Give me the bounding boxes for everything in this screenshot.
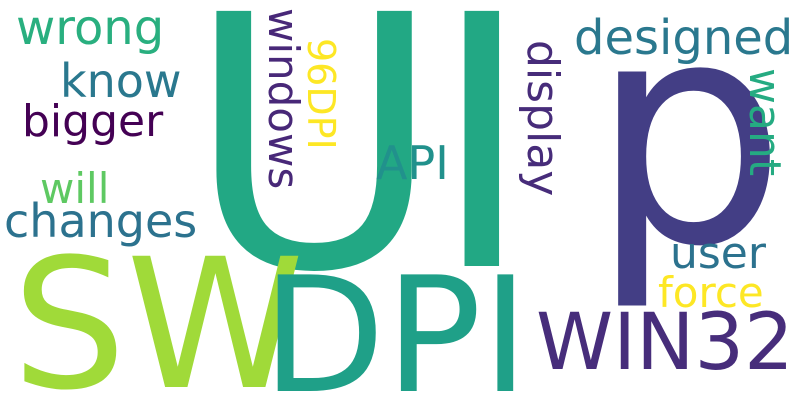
word-changes: changes bbox=[4, 194, 198, 248]
word-want: want bbox=[739, 68, 790, 177]
word-windows: windows bbox=[259, 8, 308, 190]
word-sw: SW bbox=[12, 221, 305, 400]
word-win32: WIN32 bbox=[536, 298, 794, 388]
word-ui: UI bbox=[186, 0, 533, 349]
word-will: will bbox=[40, 164, 110, 213]
word-wrong: wrong bbox=[16, 0, 165, 56]
word-user: user bbox=[670, 228, 766, 279]
word-dpi: DPI bbox=[262, 242, 529, 400]
word-96dpi: 96DPI bbox=[299, 38, 343, 150]
word-know: know bbox=[60, 54, 182, 108]
word-api: API bbox=[376, 136, 449, 190]
word-p: p bbox=[590, 0, 787, 315]
word-designed: designed bbox=[574, 10, 794, 66]
word-bigger: bigger bbox=[22, 96, 164, 147]
word-display: display bbox=[517, 40, 568, 197]
word-force: force bbox=[658, 268, 764, 317]
